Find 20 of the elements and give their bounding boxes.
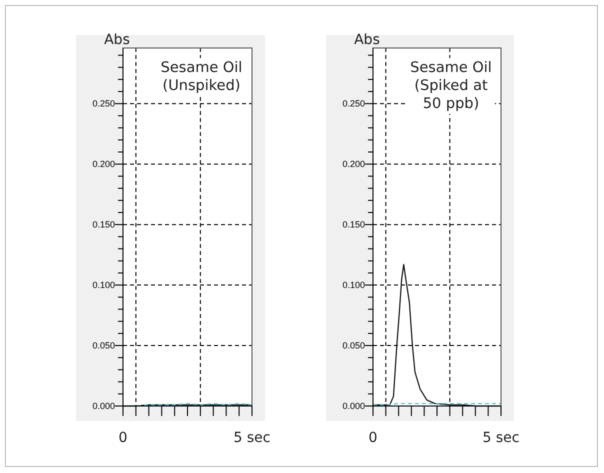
x-tick-label: 0 <box>118 430 128 446</box>
y-tick-label: 0.150 <box>92 219 115 230</box>
y-tick-label: 0.250 <box>92 98 115 109</box>
y-tick-label: 0.200 <box>92 158 115 169</box>
x-tick-label: 0 <box>368 430 378 446</box>
annotation: Sesame Oil (Spiked at 50 ppb) <box>410 60 492 112</box>
y-tick-label: 0.200 <box>342 158 365 169</box>
y-tick-label: 0.000 <box>342 400 365 411</box>
x-tick-label: 5 sec <box>234 430 270 446</box>
y-tick-label: 0.050 <box>92 340 115 350</box>
y-tick-label: 0.050 <box>342 340 365 350</box>
y-tick-label: 0.150 <box>342 219 365 230</box>
y-tick-label: 0.250 <box>342 98 365 109</box>
x-tick-label: 5 sec <box>482 430 520 446</box>
y-tick-label: 0.100 <box>92 280 115 290</box>
annotation: Sesame Oil (Unspiked) <box>160 60 242 94</box>
y-axis-title: Abs <box>104 32 130 48</box>
y-tick-label: 0.000 <box>92 400 115 411</box>
y-axis-title: Abs <box>354 32 380 48</box>
y-tick-label: 0.100 <box>342 280 365 290</box>
